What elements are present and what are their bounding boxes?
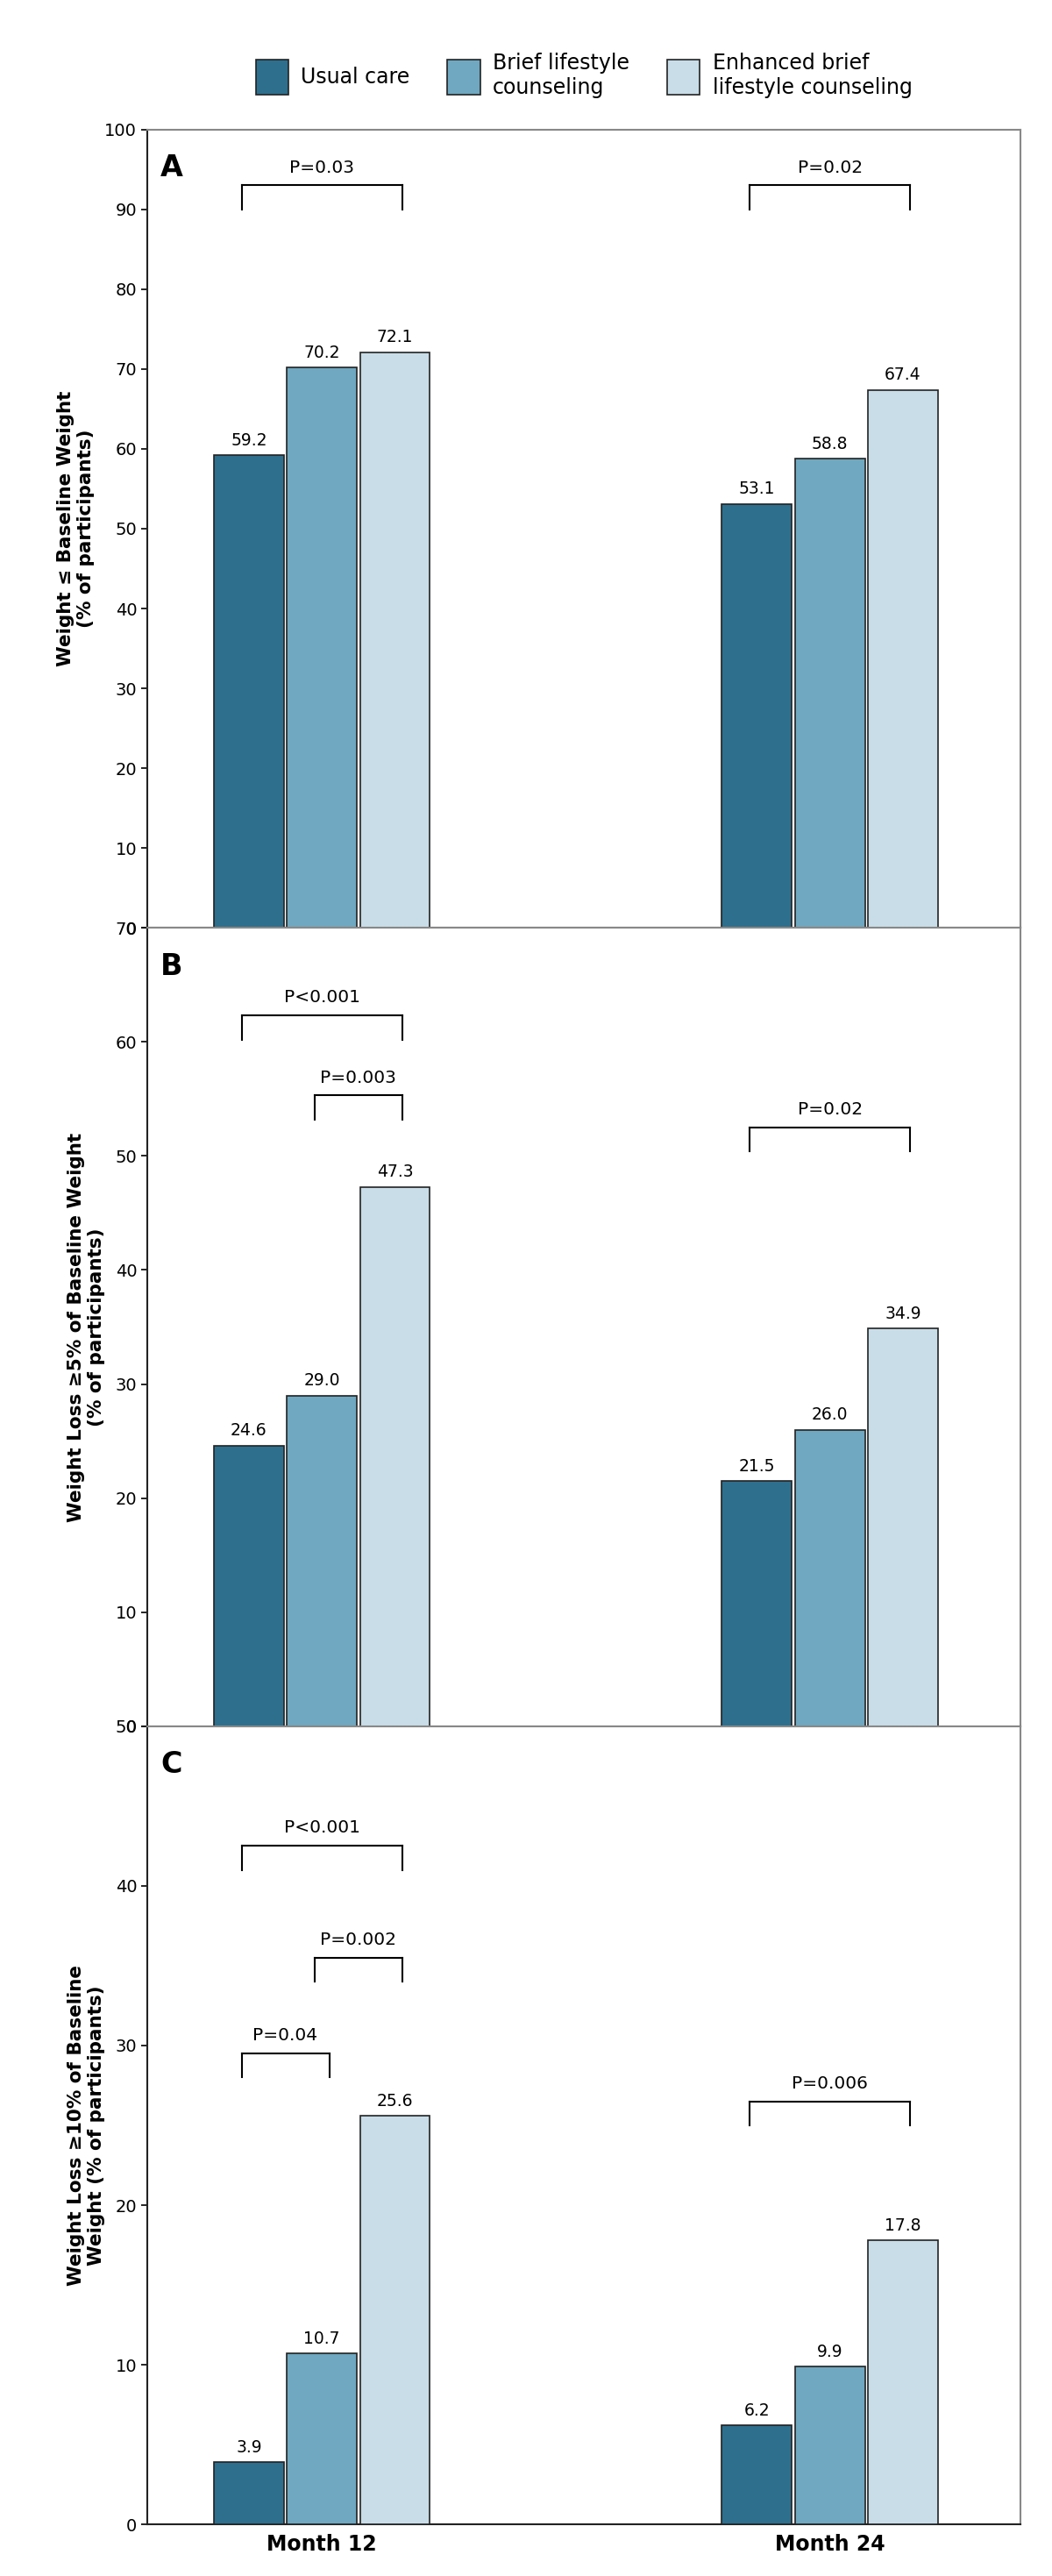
Text: P=0.02: P=0.02 (797, 160, 863, 175)
Legend: Usual care, Brief lifestyle
counseling, Enhanced brief
lifestyle counseling: Usual care, Brief lifestyle counseling, … (247, 44, 920, 106)
Bar (214, 2463, 284, 2524)
Bar (287, 1396, 357, 1726)
Text: 25.6: 25.6 (377, 2092, 413, 2110)
Bar (214, 456, 284, 927)
Bar (287, 2354, 357, 2524)
Text: P<0.001: P<0.001 (284, 1819, 360, 1837)
Bar (795, 2367, 865, 2524)
Bar (868, 1329, 938, 1726)
Bar (360, 1188, 430, 1726)
Bar (214, 1445, 284, 1726)
Text: 47.3: 47.3 (377, 1164, 413, 1180)
Text: P=0.03: P=0.03 (289, 160, 355, 175)
Text: P=0.002: P=0.002 (320, 1932, 397, 1947)
Text: 70.2: 70.2 (304, 345, 340, 361)
Y-axis label: Weight ≤ Baseline Weight
(% of participants): Weight ≤ Baseline Weight (% of participa… (57, 392, 95, 667)
Text: 29.0: 29.0 (304, 1373, 340, 1388)
Text: P<0.001: P<0.001 (284, 989, 360, 1007)
Bar (360, 2115, 430, 2524)
Bar (722, 505, 792, 927)
Bar (287, 368, 357, 927)
Text: B: B (160, 951, 183, 981)
Bar (868, 2241, 938, 2524)
Text: P=0.003: P=0.003 (321, 1069, 397, 1087)
Text: 67.4: 67.4 (885, 366, 922, 384)
Y-axis label: Weight Loss ≥10% of Baseline
Weight (% of participants): Weight Loss ≥10% of Baseline Weight (% o… (67, 1965, 105, 2285)
Bar (722, 1481, 792, 1726)
Text: 58.8: 58.8 (812, 435, 848, 451)
Text: 53.1: 53.1 (739, 482, 775, 497)
Text: 3.9: 3.9 (236, 2439, 262, 2455)
Text: 59.2: 59.2 (230, 433, 267, 448)
Y-axis label: Weight Loss ≥5% of Baseline Weight
(% of participants): Weight Loss ≥5% of Baseline Weight (% of… (67, 1133, 105, 1522)
Text: 72.1: 72.1 (377, 330, 413, 345)
Text: P=0.02: P=0.02 (797, 1100, 863, 1118)
Text: 6.2: 6.2 (744, 2403, 770, 2419)
Text: A: A (160, 155, 183, 183)
Bar (795, 459, 865, 927)
Text: C: C (160, 1749, 182, 1780)
Bar (360, 353, 430, 927)
Text: 10.7: 10.7 (304, 2331, 340, 2347)
Text: 17.8: 17.8 (885, 2218, 922, 2233)
Text: 26.0: 26.0 (812, 1406, 848, 1425)
Text: P=0.04: P=0.04 (252, 2027, 318, 2043)
Text: 9.9: 9.9 (817, 2344, 843, 2360)
Text: 24.6: 24.6 (230, 1422, 267, 1440)
Text: P=0.006: P=0.006 (792, 2076, 868, 2092)
Text: 34.9: 34.9 (885, 1306, 922, 1321)
Bar (868, 389, 938, 927)
Bar (795, 1430, 865, 1726)
Bar (722, 2427, 792, 2524)
Text: 21.5: 21.5 (739, 1458, 775, 1473)
